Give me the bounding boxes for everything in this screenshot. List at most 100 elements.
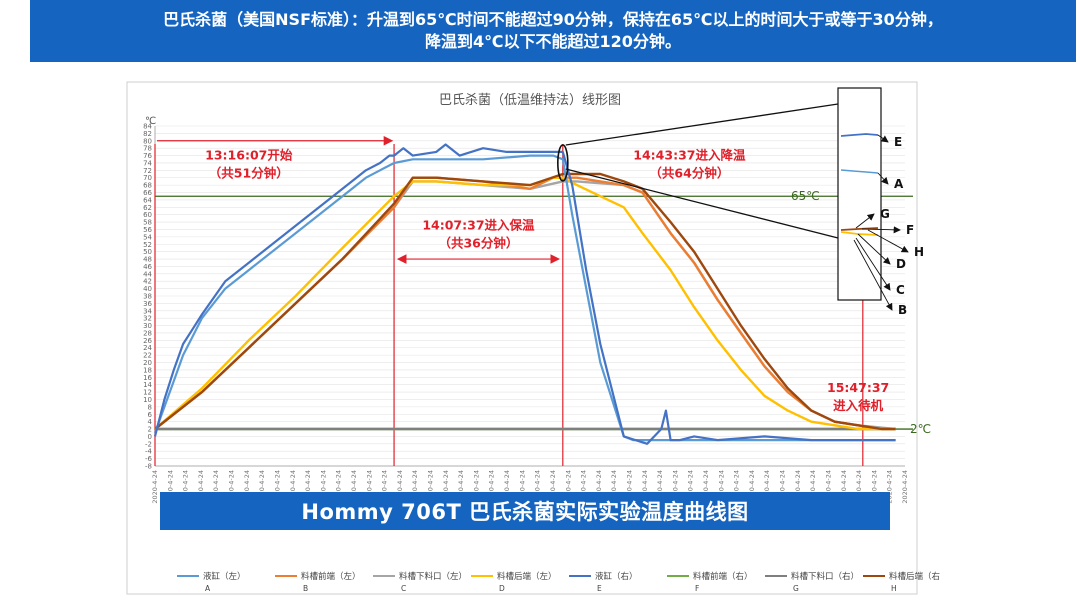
x-tick-label: 2020-4-24 (687, 470, 695, 504)
inset-line-E (840, 133, 879, 137)
y-tick-label: 28 (143, 329, 152, 337)
x-tick-label: 2020-4-24 (488, 470, 496, 504)
y-tick-label: -8 (145, 463, 152, 471)
threshold-label-2: 2℃ (910, 422, 931, 436)
x-tick-label: 2020-4-24 (151, 470, 159, 504)
y-tick-label: 26 (143, 337, 152, 345)
y-tick-label: 84 (143, 123, 152, 131)
legend-code-C: C (401, 584, 406, 593)
y-tick-label: 50 (143, 248, 152, 256)
x-tick-label: 2020-4-24 (335, 470, 343, 504)
threshold-label-65: 65℃ (791, 189, 820, 203)
legend-code-E: E (597, 584, 602, 593)
x-tick-label: 2020-4-24 (610, 470, 618, 504)
x-tick-label: 2020-4-24 (549, 470, 557, 504)
y-tick-label: 2 (148, 426, 152, 434)
series-line-H (154, 172, 896, 431)
inset-pointer-A (877, 172, 889, 185)
x-tick-label: 2020-4-24 (733, 470, 741, 504)
y-tick-label: 14 (143, 381, 152, 389)
inset-pointer-D (857, 233, 891, 265)
y-tick-label: 8 (148, 403, 152, 411)
x-tick-label: 2020-4-24 (580, 470, 588, 504)
legend-label-G: 料槽下料口（右） (791, 571, 859, 582)
x-tick-label: 2020-4-24 (840, 470, 848, 504)
y-tick-label: 82 (143, 130, 152, 138)
x-tick-label: 2020-4-24 (503, 470, 511, 504)
x-tick-label: 2020-4-24 (625, 470, 633, 504)
x-tick-label: 2020-4-24 (457, 470, 465, 504)
y-tick-label: 70 (143, 174, 152, 182)
y-tick-label: 68 (143, 182, 152, 190)
y-tick-label: 12 (143, 389, 152, 397)
x-tick-label: 2020-4-24 (748, 470, 756, 504)
phase-annotation: 14:43:37进入降温 (633, 147, 746, 162)
x-tick-label: 2020-4-24 (671, 470, 679, 504)
x-tick-label: 2020-4-24 (763, 470, 771, 504)
y-tick-label: 4 (148, 418, 153, 426)
x-tick-label: 2020-4-24 (641, 470, 649, 504)
x-tick-label: 2020-4-24 (258, 470, 266, 504)
x-tick-label: 2020-4-24 (381, 470, 389, 504)
legend-code-G: G (793, 584, 799, 593)
x-tick-label: 2020-4-24 (273, 470, 281, 504)
series-line-A (153, 154, 896, 442)
y-tick-label: 80 (143, 137, 152, 145)
chart-title: 巴氏杀菌（低温维持法）线形图 (439, 93, 621, 108)
y-tick-label: 16 (143, 374, 152, 382)
y-tick-label: 34 (143, 307, 152, 315)
y-axis-label: ℃ (145, 116, 156, 127)
legend-code-D: D (499, 584, 505, 593)
y-tick-label: 22 (143, 352, 152, 360)
x-tick-label: 2020-4-24 (564, 470, 572, 504)
x-tick-label: 2020-4-24 (350, 470, 358, 504)
zoom-connector-bottom (565, 168, 839, 239)
phase-annotation: 13:16:07开始 (205, 147, 293, 162)
y-tick-label: 36 (143, 300, 152, 308)
y-tick-label: 44 (143, 270, 152, 278)
x-tick-label: 2020-4-24 (166, 470, 174, 504)
inset-pointer-H (867, 229, 909, 253)
y-tick-label: 66 (143, 189, 152, 197)
phase-annotation: 15:47:37 (827, 380, 889, 395)
inset-pointer-B (853, 239, 893, 311)
y-tick-label: 0 (148, 433, 152, 441)
y-tick-label: 24 (143, 344, 152, 352)
legend-code-B: B (303, 584, 308, 593)
inset-label-H: H (914, 245, 924, 259)
legend-code-H: H (891, 584, 897, 593)
y-tick-label: 62 (143, 204, 152, 212)
inset-label-F: F (906, 223, 914, 237)
x-tick-label: 2020-4-24 (702, 470, 710, 504)
x-tick-label: 2020-4-24 (289, 470, 297, 504)
y-tick-label: 20 (143, 359, 152, 367)
zoom-ellipse (557, 144, 569, 182)
x-tick-label: 2020-4-24 (304, 470, 312, 504)
y-tick-label: 64 (143, 196, 152, 204)
legend-label-D: 料槽后端（左） (497, 571, 557, 582)
x-tick-label: 2020-4-24 (182, 470, 190, 504)
y-tick-label: 56 (143, 226, 152, 234)
y-tick-label: -4 (145, 448, 153, 456)
legend-label-B: 料槽前端（左） (301, 571, 361, 582)
x-tick-label: 2020-4-24 (411, 470, 419, 504)
inset-label-E: E (894, 135, 902, 149)
x-tick-label: 2020-4-24 (717, 470, 725, 504)
inset-pointer-F (861, 226, 901, 234)
legend-code-F: F (695, 584, 699, 593)
phase-annotation: 14:07:37进入保温 (422, 217, 535, 232)
x-tick-label: 2020-4-24 (794, 470, 802, 504)
x-tick-label: 2020-4-24 (442, 470, 450, 504)
x-tick-label: 2020-4-24 (396, 470, 404, 504)
zoom-connector-top (565, 103, 839, 146)
legend-label-C: 料槽下料口（左） (399, 571, 467, 582)
x-tick-label: 2020-4-24 (197, 470, 205, 504)
banner-line-1: 巴氏杀菌（美国NSF标准）：升温到65℃时间不能超过90分钟，保持在65℃以上的… (163, 10, 943, 29)
x-tick-label: 2020-4-24 (809, 470, 817, 504)
x-tick-label: 2020-4-24 (212, 470, 220, 504)
inset-line-H (840, 227, 879, 231)
inset-label-G: G (880, 207, 890, 221)
x-tick-label: 2020-4-24 (855, 470, 863, 504)
y-tick-label: 6 (148, 411, 153, 419)
y-tick-label: 38 (143, 293, 152, 301)
